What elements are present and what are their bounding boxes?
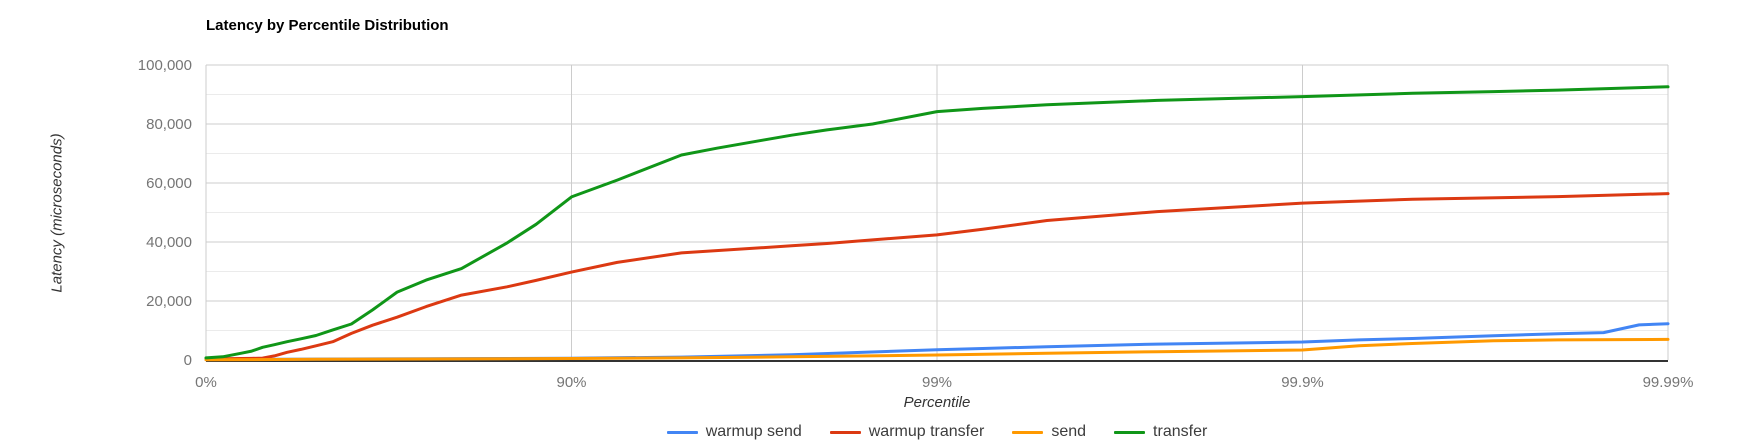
- series-line-send[interactable]: [204, 337, 1670, 362]
- legend-item-warmup-transfer: warmup transfer: [829, 423, 985, 441]
- legend-item-transfer: transfer: [1114, 423, 1207, 441]
- y-tick-label: 60,000: [146, 175, 192, 192]
- y-tick-label: 100,000: [138, 57, 192, 74]
- y-tick-label: 80,000: [146, 116, 192, 133]
- legend-swatch-icon: [829, 430, 861, 434]
- x-tick-label: 0%: [195, 374, 217, 391]
- legend-swatch-icon: [1114, 430, 1146, 434]
- x-tick-label: 99.99%: [1643, 374, 1694, 391]
- x-tick-label: 90%: [556, 374, 586, 391]
- legend-item-send: send: [1012, 423, 1086, 441]
- legend-label: send: [1051, 423, 1087, 440]
- legend-label: transfer: [1153, 423, 1208, 440]
- legend: warmup send warmup transfer send transfer: [206, 422, 1668, 442]
- legend-swatch-icon: [1012, 430, 1044, 434]
- legend-label: warmup transfer: [868, 423, 985, 440]
- series-line-transfer[interactable]: [204, 85, 1670, 360]
- series-line-warmup-transfer[interactable]: [204, 192, 1670, 361]
- y-tick-label: 40,000: [146, 234, 192, 251]
- y-tick-label: 20,000: [146, 293, 192, 310]
- y-tick-label: 0: [184, 352, 192, 369]
- legend-swatch-icon: [666, 430, 698, 434]
- x-tick-label: 99%: [922, 374, 952, 391]
- chart-title: Latency by Percentile Distribution: [206, 17, 449, 34]
- x-axis-title: Percentile: [903, 394, 971, 411]
- legend-label: warmup send: [705, 423, 802, 440]
- x-tick-label: 99.9%: [1281, 374, 1324, 391]
- legend-item-warmup-send: warmup send: [666, 423, 802, 441]
